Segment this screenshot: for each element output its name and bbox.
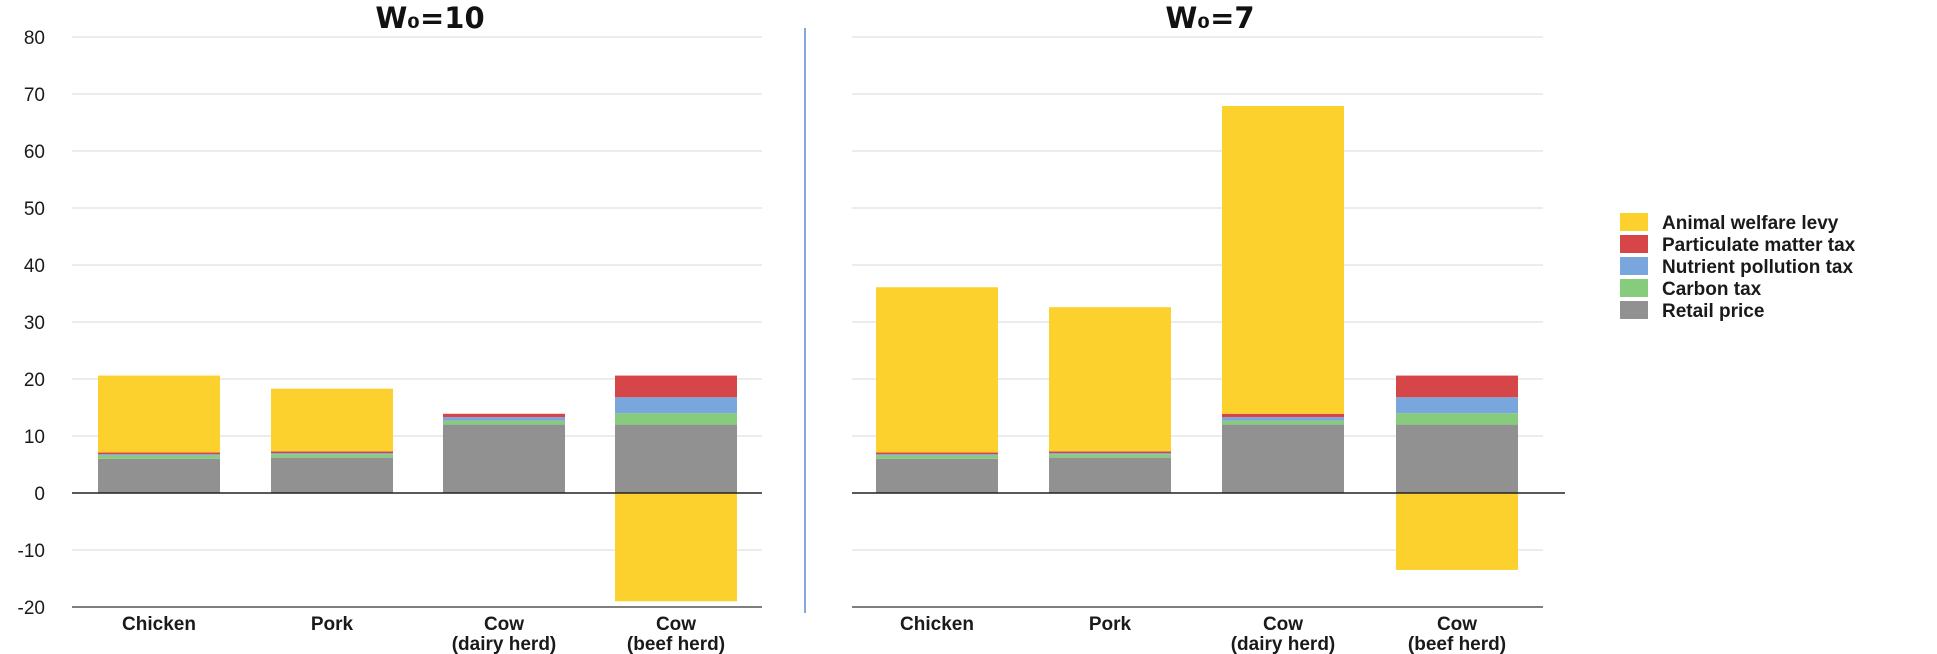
y-tick-label: 50 (24, 199, 45, 220)
legend-label: Nutrient pollution tax (1662, 257, 1853, 278)
bar-segment-animal-welfare-levy (1396, 493, 1518, 570)
bar-segment-carbon-tax (443, 420, 565, 425)
legend-swatch (1620, 301, 1648, 319)
bar-segment-particulate-matter-tax (98, 452, 220, 455)
bar-segment-carbon-tax (1396, 413, 1518, 425)
y-tick-label: 30 (24, 313, 45, 334)
bar-segment-retail-price (98, 458, 220, 493)
bar-segment-nutrient-pollution-tax (98, 454, 220, 456)
category-label: Pork (311, 614, 354, 635)
category-label: Cow (dairy herd) (452, 614, 557, 654)
bar-segment-retail-price (876, 458, 998, 493)
bar-segment-particulate-matter-tax (443, 413, 565, 418)
bar-segment-particulate-matter-tax (1222, 413, 1344, 418)
y-tick-label: 70 (24, 85, 45, 106)
category-label: Cow (beef herd) (627, 614, 725, 654)
bar-segment-animal-welfare-levy (876, 287, 998, 453)
legend-label: Animal welfare levy (1662, 213, 1839, 234)
y-tick-label: 80 (24, 28, 45, 49)
bar-segment-carbon-tax (1049, 454, 1171, 458)
bar-segment-animal-welfare-levy (98, 375, 220, 453)
bar-segment-carbon-tax (271, 454, 393, 458)
bar-segment-particulate-matter-tax (1396, 375, 1518, 398)
category-label: Chicken (900, 614, 974, 635)
legend-label: Retail price (1662, 301, 1764, 322)
panel-2: W₀=7 Chicken Pork Cow (dairy herd) Cow (beef h… (852, 1, 1565, 654)
bar-segment-retail-price (1222, 424, 1344, 493)
bar-segment-nutrient-pollution-tax (615, 397, 737, 414)
bar-segment-carbon-tax (1222, 420, 1344, 425)
bar-segment-particulate-matter-tax (876, 452, 998, 455)
bar-segment-nutrient-pollution-tax (1396, 397, 1518, 414)
y-tick-label: 10 (24, 427, 45, 448)
category-label: Cow (dairy herd) (1231, 614, 1336, 654)
bar-segment-nutrient-pollution-tax (443, 417, 565, 421)
bar-segment-carbon-tax (876, 455, 998, 459)
bar-segment-retail-price (1049, 457, 1171, 493)
panel-title: W₀=10 (375, 1, 484, 35)
y-tick-label: 40 (24, 256, 45, 277)
bar-segment-animal-welfare-levy (1049, 307, 1171, 452)
legend-label: Carbon tax (1662, 279, 1762, 300)
bar-segment-nutrient-pollution-tax (1049, 453, 1171, 455)
bar-segment-carbon-tax (98, 455, 220, 459)
legend-swatch (1620, 213, 1648, 231)
bar-segment-animal-welfare-levy (1222, 105, 1344, 414)
bar-segment-nutrient-pollution-tax (1222, 417, 1344, 421)
bar-segment-retail-price (271, 457, 393, 493)
y-tick-label: 60 (24, 142, 45, 163)
bar-segment-retail-price (443, 424, 565, 493)
bar-segment-nutrient-pollution-tax (876, 454, 998, 456)
category-label: Cow (beef herd) (1408, 614, 1506, 654)
legend-swatch (1620, 279, 1648, 297)
bar-segment-animal-welfare-levy (271, 388, 393, 452)
legend-swatch (1620, 257, 1648, 275)
bar-segment-nutrient-pollution-tax (271, 453, 393, 455)
bar-segment-animal-welfare-levy (615, 493, 737, 602)
y-tick-label: -20 (18, 598, 45, 619)
y-tick-label: 20 (24, 370, 45, 391)
y-tick-label: 0 (34, 484, 45, 505)
bar-segment-particulate-matter-tax (1049, 451, 1171, 454)
legend-swatch (1620, 235, 1648, 253)
bar-segment-particulate-matter-tax (271, 451, 393, 454)
legend-label: Particulate matter tax (1662, 235, 1856, 256)
bar-segment-retail-price (1396, 424, 1518, 493)
category-label: Chicken (122, 614, 196, 635)
y-tick-label: -10 (18, 541, 45, 562)
bar-segment-retail-price (615, 424, 737, 493)
bar-segment-carbon-tax (615, 413, 737, 425)
panel-1: W₀=10 Chicken Pork Cow (dairy herd) Cow (beef … (72, 1, 762, 654)
panel-title: W₀=7 (1165, 1, 1254, 35)
category-label: Pork (1089, 614, 1132, 635)
bar-segment-particulate-matter-tax (615, 375, 737, 398)
